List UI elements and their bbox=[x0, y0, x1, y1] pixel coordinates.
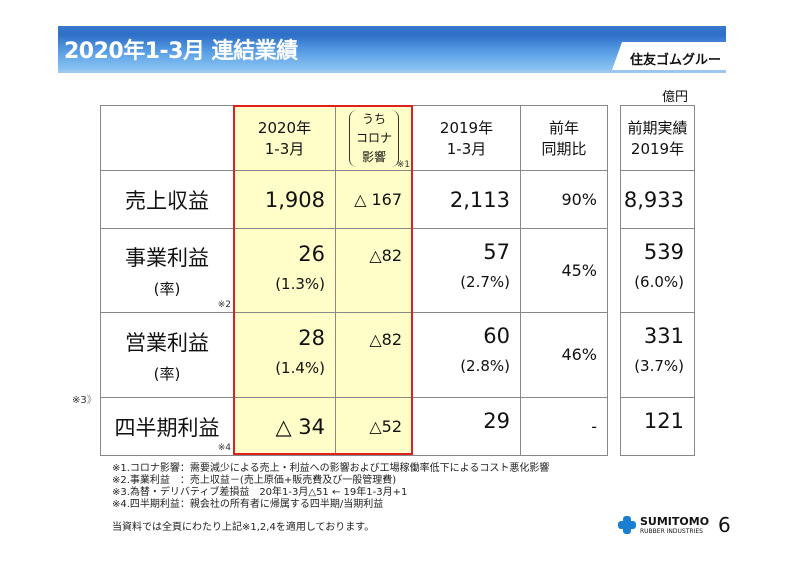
header-2019: 2019年 1-3月 bbox=[412, 105, 521, 171]
header-prev: 前期実績 2019年 bbox=[620, 105, 695, 171]
value-2019: 2,113 bbox=[412, 170, 521, 229]
value-corona: △52 bbox=[335, 397, 413, 456]
prev-value: 539 (6.0%) bbox=[620, 228, 695, 313]
header-corona: うち コロナ 影響 ※1 bbox=[335, 105, 413, 171]
page-title: 2020年1-3月 連結業績 bbox=[64, 39, 298, 64]
value-2020: 28 (1.4%) bbox=[233, 312, 336, 398]
page-number: 6 bbox=[718, 513, 731, 537]
value-2020: 1,908 bbox=[233, 170, 336, 229]
row-label: 四半期利益 ※4 bbox=[100, 397, 234, 456]
title-banner bbox=[58, 26, 726, 73]
side-note: ※3》 bbox=[72, 395, 97, 406]
table-row: 四半期利益 ※4 △ 34 △52 29 - bbox=[100, 397, 608, 456]
table-row: 売上収益 1,908 △ 167 2,113 90% bbox=[100, 170, 608, 229]
results-table: 2020年 1-3月 うち コロナ 影響 ※1 2019年 1-3月 前年 同期比 売上収益… bbox=[100, 105, 608, 456]
value-2019: 57 (2.7%) bbox=[412, 228, 521, 313]
row-label: 事業利益 (率) ※2 bbox=[100, 228, 234, 313]
header-2020: 2020年 1-3月 bbox=[233, 105, 336, 171]
header-empty bbox=[100, 105, 234, 171]
prev-value: 121 bbox=[620, 397, 695, 456]
value-ratio: - bbox=[520, 397, 608, 456]
logo-mark-icon bbox=[618, 516, 636, 534]
table-row: 営業利益 (率) 28 (1.4%) △82 60 (2.8%) 46% bbox=[100, 312, 608, 398]
applied-note: 当資料では全頁にわたり上記※1,2,4を適用しております。 bbox=[112, 522, 375, 533]
prev-value: 331 (3.7%) bbox=[620, 312, 695, 398]
table-row: 事業利益 (率) ※2 26 (1.3%) △82 57 (2.7%) 45% bbox=[100, 228, 608, 313]
unit-label: 億円 bbox=[662, 90, 689, 105]
value-corona: △ 167 bbox=[335, 170, 413, 229]
value-2019: 60 (2.8%) bbox=[412, 312, 521, 398]
value-ratio: 45% bbox=[520, 228, 608, 313]
group-label: 住友ゴムグループ bbox=[612, 42, 726, 70]
value-ratio: 46% bbox=[520, 312, 608, 398]
row-label: 売上収益 bbox=[100, 170, 234, 229]
value-corona: △82 bbox=[335, 312, 413, 398]
value-2020: 26 (1.3%) bbox=[233, 228, 336, 313]
value-2019: 29 bbox=[412, 397, 521, 456]
footnotes: ※1.コロナ影響：需要減少による売上・利益への影響および工場稼働率低下によるコス… bbox=[112, 463, 550, 510]
prior-year-table: 前期実績 2019年 8,933 539 (6.0%) 331 (3.7%) 121 bbox=[620, 105, 695, 456]
row-label: 営業利益 (率) bbox=[100, 312, 234, 398]
value-corona: △82 bbox=[335, 228, 413, 313]
prev-value: 8,933 bbox=[620, 170, 695, 229]
value-2020: △ 34 bbox=[233, 397, 336, 456]
sumitomo-logo: SUMITOMO RUBBER INDUSTRIES bbox=[618, 515, 709, 535]
value-ratio: 90% bbox=[520, 170, 608, 229]
header-ratio: 前年 同期比 bbox=[520, 105, 608, 171]
